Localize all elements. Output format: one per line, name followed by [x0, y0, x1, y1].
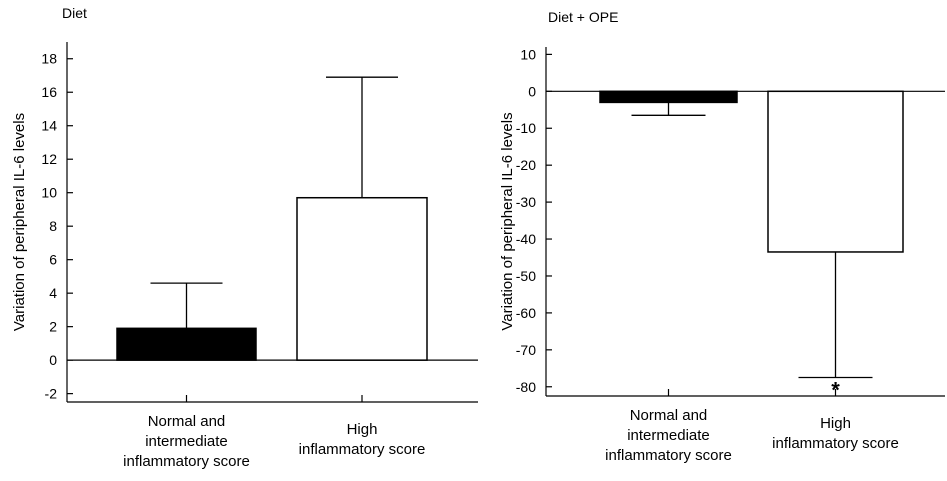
x-category-label: inflammatory score	[605, 447, 732, 464]
y-tick-label: 8	[49, 218, 57, 234]
y-tick-label: -60	[516, 305, 536, 321]
y-tick-label: -2	[45, 386, 58, 402]
y-tick-label: 0	[49, 352, 57, 368]
y-tick-label: -70	[516, 342, 536, 358]
x-category-label: inflammatory score	[123, 453, 250, 470]
x-category-label: intermediate	[145, 433, 228, 450]
y-tick-label: 2	[49, 319, 57, 335]
y-tick-label: -10	[516, 120, 536, 136]
y-tick-label: -30	[516, 194, 536, 210]
y-tick-label: 4	[49, 285, 57, 301]
y-tick-label: -20	[516, 157, 536, 173]
y-tick-label: -40	[516, 231, 536, 247]
y-axis-label: Variation of peripheral IL-6 levels	[499, 112, 516, 330]
x-category-label: inflammatory score	[772, 435, 899, 452]
y-tick-label: 10	[520, 46, 536, 62]
y-tick-label: 6	[49, 252, 57, 268]
panel-title: Diet	[62, 5, 87, 21]
x-category-label: Normal and	[148, 413, 226, 430]
bar-1	[599, 90, 738, 104]
y-axis-label: Variation of peripheral IL-6 levels	[11, 113, 28, 331]
bar-2	[296, 196, 428, 361]
x-category-label: Normal and	[630, 407, 708, 424]
y-tick-label: -50	[516, 268, 536, 284]
chart-panel-diet-ope: Diet + OPE*-80-70-60-50-40-30-20-10010No…	[499, 9, 945, 464]
x-category-label: High	[820, 415, 851, 432]
y-tick-label: 18	[41, 51, 57, 67]
panel-title: Diet + OPE	[548, 9, 618, 25]
bar-2	[767, 90, 904, 253]
y-tick-label: -80	[516, 379, 536, 395]
chart-panel-diet: Diet -2 0 2 4 6 8 10 12 14 16 18 Normal and intermedi…	[11, 5, 478, 470]
bar-1	[116, 327, 257, 361]
y-tick-label: 10	[41, 185, 57, 201]
y-tick-label: 0	[528, 83, 536, 99]
y-tick-label: 14	[41, 118, 57, 134]
x-category-label: intermediate	[627, 427, 710, 444]
y-tick-label: 12	[41, 151, 57, 167]
x-category-label: High	[347, 421, 378, 438]
y-tick-label: 16	[41, 84, 57, 100]
x-category-label: inflammatory score	[299, 441, 426, 458]
